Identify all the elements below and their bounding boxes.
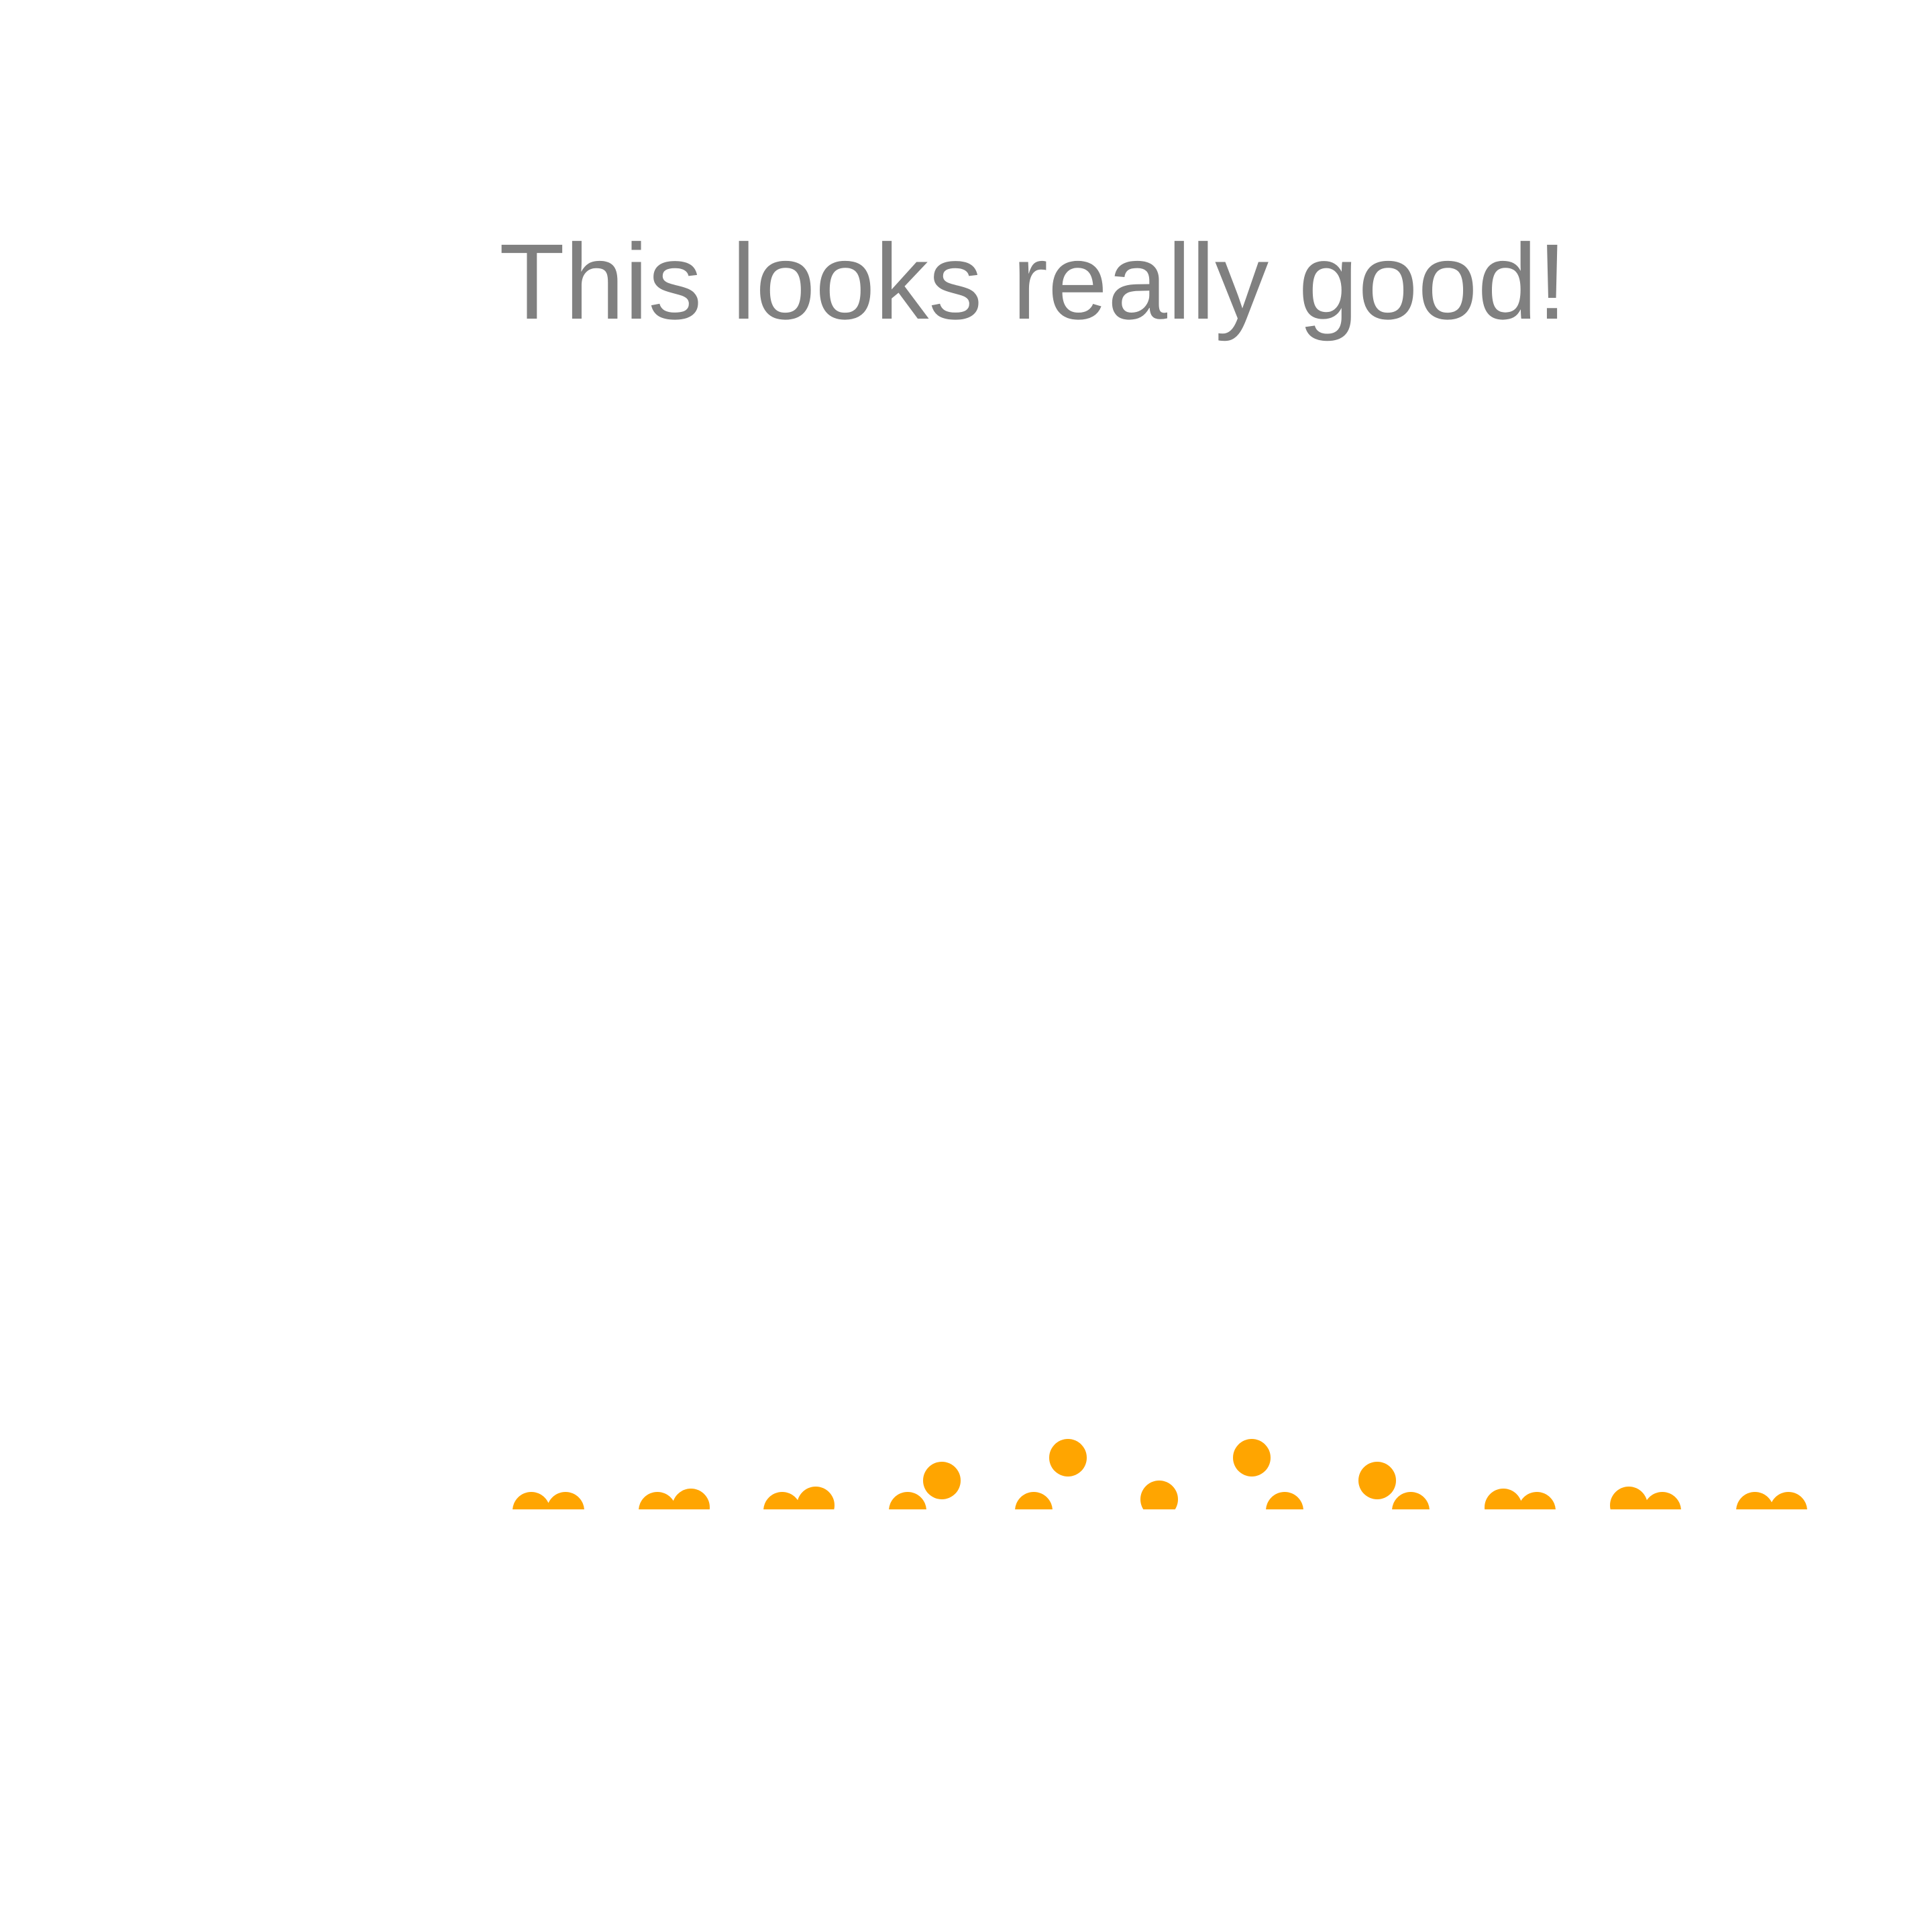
loading-dot [547,1492,584,1509]
loading-dot [1266,1492,1303,1509]
loading-dot [1770,1492,1807,1509]
loading-dot [1049,1439,1087,1477]
loading-dot [1644,1492,1681,1509]
loading-dot [1518,1492,1556,1509]
loading-dot [1610,1487,1648,1509]
loading-dot [1140,1481,1178,1509]
loading-dot [1015,1492,1053,1509]
loading-dot [1485,1489,1522,1509]
loading-dot [639,1492,676,1509]
loading-dot [889,1492,926,1509]
loading-dot [1736,1492,1774,1509]
loading-dot [1392,1492,1430,1509]
loading-dot [513,1492,550,1509]
loading-dot [797,1487,835,1509]
loading-dot [923,1462,961,1499]
loading-dot [763,1492,801,1509]
loading-dot [672,1489,710,1509]
loading-dot [1358,1462,1396,1499]
loading-dot [1233,1439,1271,1477]
message-text: This looks really good! [499,221,1567,341]
